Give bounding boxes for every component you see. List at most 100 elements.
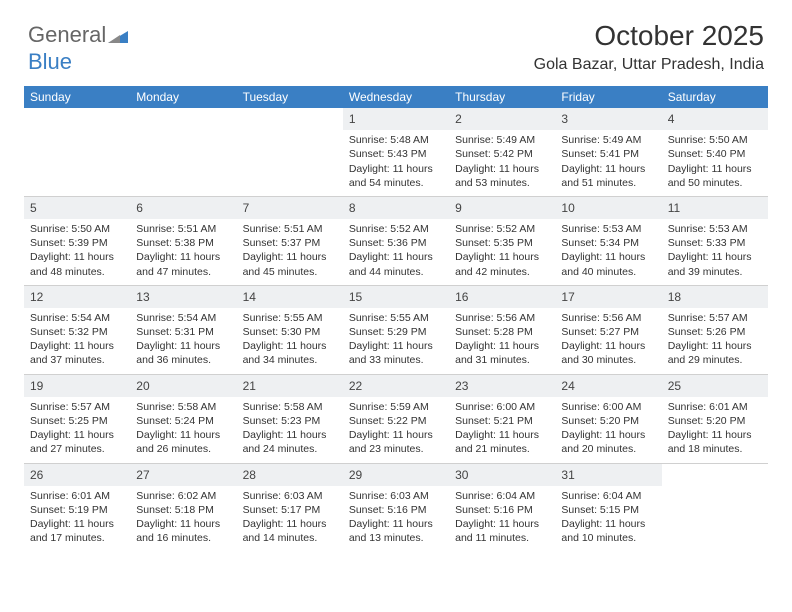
week-row: 1Sunrise: 5:48 AMSunset: 5:43 PMDaylight… <box>24 108 768 197</box>
day-text: Sunrise: 5:58 AMSunset: 5:24 PMDaylight:… <box>130 397 236 463</box>
day-number: 23 <box>449 375 555 397</box>
day-number: 17 <box>555 286 661 308</box>
day-number: 16 <box>449 286 555 308</box>
day-text: Sunrise: 5:51 AMSunset: 5:37 PMDaylight:… <box>237 219 343 285</box>
day-cell: 11Sunrise: 5:53 AMSunset: 5:33 PMDayligh… <box>662 197 768 285</box>
day-cell: 25Sunrise: 6:01 AMSunset: 5:20 PMDayligh… <box>662 375 768 463</box>
day-text: Sunrise: 5:51 AMSunset: 5:38 PMDaylight:… <box>130 219 236 285</box>
day-text: Sunrise: 6:01 AMSunset: 5:20 PMDaylight:… <box>662 397 768 463</box>
day-text: Sunrise: 5:49 AMSunset: 5:42 PMDaylight:… <box>449 130 555 196</box>
day-text: Sunrise: 5:59 AMSunset: 5:22 PMDaylight:… <box>343 397 449 463</box>
day-text: Sunrise: 5:49 AMSunset: 5:41 PMDaylight:… <box>555 130 661 196</box>
day-number: 2 <box>449 108 555 130</box>
day-number: 8 <box>343 197 449 219</box>
day-number: 7 <box>237 197 343 219</box>
day-cell: 18Sunrise: 5:57 AMSunset: 5:26 PMDayligh… <box>662 286 768 374</box>
day-number: 31 <box>555 464 661 486</box>
day-cell: 29Sunrise: 6:03 AMSunset: 5:16 PMDayligh… <box>343 464 449 552</box>
day-cell: 8Sunrise: 5:52 AMSunset: 5:36 PMDaylight… <box>343 197 449 285</box>
day-cell: 10Sunrise: 5:53 AMSunset: 5:34 PMDayligh… <box>555 197 661 285</box>
day-cell: 22Sunrise: 5:59 AMSunset: 5:22 PMDayligh… <box>343 375 449 463</box>
day-header-sat: Saturday <box>662 86 768 108</box>
day-number: 3 <box>555 108 661 130</box>
day-text: Sunrise: 6:03 AMSunset: 5:16 PMDaylight:… <box>343 486 449 552</box>
day-text: Sunrise: 6:04 AMSunset: 5:16 PMDaylight:… <box>449 486 555 552</box>
day-number: 6 <box>130 197 236 219</box>
day-number: 5 <box>24 197 130 219</box>
day-number: 12 <box>24 286 130 308</box>
weeks-container: 1Sunrise: 5:48 AMSunset: 5:43 PMDaylight… <box>24 108 768 551</box>
day-text: Sunrise: 5:54 AMSunset: 5:31 PMDaylight:… <box>130 308 236 374</box>
day-number: 28 <box>237 464 343 486</box>
day-cell: 23Sunrise: 6:00 AMSunset: 5:21 PMDayligh… <box>449 375 555 463</box>
day-cell: 14Sunrise: 5:55 AMSunset: 5:30 PMDayligh… <box>237 286 343 374</box>
day-text: Sunrise: 5:53 AMSunset: 5:34 PMDaylight:… <box>555 219 661 285</box>
day-cell: 3Sunrise: 5:49 AMSunset: 5:41 PMDaylight… <box>555 108 661 196</box>
day-number: 24 <box>555 375 661 397</box>
day-header-sun: Sunday <box>24 86 130 108</box>
day-cell: 9Sunrise: 5:52 AMSunset: 5:35 PMDaylight… <box>449 197 555 285</box>
day-text: Sunrise: 5:53 AMSunset: 5:33 PMDaylight:… <box>662 219 768 285</box>
day-number: 14 <box>237 286 343 308</box>
day-cell: 7Sunrise: 5:51 AMSunset: 5:37 PMDaylight… <box>237 197 343 285</box>
day-header-wed: Wednesday <box>343 86 449 108</box>
day-text: Sunrise: 5:52 AMSunset: 5:36 PMDaylight:… <box>343 219 449 285</box>
day-number: 4 <box>662 108 768 130</box>
day-text: Sunrise: 6:00 AMSunset: 5:21 PMDaylight:… <box>449 397 555 463</box>
week-row: 12Sunrise: 5:54 AMSunset: 5:32 PMDayligh… <box>24 286 768 375</box>
day-text: Sunrise: 5:54 AMSunset: 5:32 PMDaylight:… <box>24 308 130 374</box>
day-number: 21 <box>237 375 343 397</box>
month-title: October 2025 <box>534 20 764 52</box>
day-number <box>24 108 130 114</box>
logo: General Blue <box>28 22 128 75</box>
day-cell: 2Sunrise: 5:49 AMSunset: 5:42 PMDaylight… <box>449 108 555 196</box>
day-cell: 24Sunrise: 6:00 AMSunset: 5:20 PMDayligh… <box>555 375 661 463</box>
day-header-mon: Monday <box>130 86 236 108</box>
day-cell: 31Sunrise: 6:04 AMSunset: 5:15 PMDayligh… <box>555 464 661 552</box>
header-right: October 2025 Gola Bazar, Uttar Pradesh, … <box>534 20 764 74</box>
day-cell: 1Sunrise: 5:48 AMSunset: 5:43 PMDaylight… <box>343 108 449 196</box>
day-cell: 20Sunrise: 5:58 AMSunset: 5:24 PMDayligh… <box>130 375 236 463</box>
day-number: 9 <box>449 197 555 219</box>
day-number <box>130 108 236 114</box>
day-number: 1 <box>343 108 449 130</box>
day-number: 20 <box>130 375 236 397</box>
day-number: 11 <box>662 197 768 219</box>
day-header-row: Sunday Monday Tuesday Wednesday Thursday… <box>24 86 768 108</box>
day-text: Sunrise: 6:04 AMSunset: 5:15 PMDaylight:… <box>555 486 661 552</box>
day-cell: 28Sunrise: 6:03 AMSunset: 5:17 PMDayligh… <box>237 464 343 552</box>
day-text: Sunrise: 5:58 AMSunset: 5:23 PMDaylight:… <box>237 397 343 463</box>
location: Gola Bazar, Uttar Pradesh, India <box>534 56 764 74</box>
day-text: Sunrise: 6:02 AMSunset: 5:18 PMDaylight:… <box>130 486 236 552</box>
day-cell: 21Sunrise: 5:58 AMSunset: 5:23 PMDayligh… <box>237 375 343 463</box>
day-cell <box>662 464 768 552</box>
week-row: 5Sunrise: 5:50 AMSunset: 5:39 PMDaylight… <box>24 197 768 286</box>
day-cell: 16Sunrise: 5:56 AMSunset: 5:28 PMDayligh… <box>449 286 555 374</box>
day-number: 26 <box>24 464 130 486</box>
day-number: 29 <box>343 464 449 486</box>
day-number: 15 <box>343 286 449 308</box>
day-cell: 30Sunrise: 6:04 AMSunset: 5:16 PMDayligh… <box>449 464 555 552</box>
day-header-fri: Friday <box>555 86 661 108</box>
day-number: 22 <box>343 375 449 397</box>
day-text: Sunrise: 5:50 AMSunset: 5:39 PMDaylight:… <box>24 219 130 285</box>
day-text: Sunrise: 5:52 AMSunset: 5:35 PMDaylight:… <box>449 219 555 285</box>
day-text: Sunrise: 5:55 AMSunset: 5:30 PMDaylight:… <box>237 308 343 374</box>
day-text: Sunrise: 5:55 AMSunset: 5:29 PMDaylight:… <box>343 308 449 374</box>
logo-text-general: General <box>28 22 106 47</box>
day-text: Sunrise: 6:01 AMSunset: 5:19 PMDaylight:… <box>24 486 130 552</box>
day-cell <box>130 108 236 196</box>
day-cell: 17Sunrise: 5:56 AMSunset: 5:27 PMDayligh… <box>555 286 661 374</box>
day-cell: 6Sunrise: 5:51 AMSunset: 5:38 PMDaylight… <box>130 197 236 285</box>
day-cell: 12Sunrise: 5:54 AMSunset: 5:32 PMDayligh… <box>24 286 130 374</box>
day-cell: 4Sunrise: 5:50 AMSunset: 5:40 PMDaylight… <box>662 108 768 196</box>
week-row: 26Sunrise: 6:01 AMSunset: 5:19 PMDayligh… <box>24 464 768 552</box>
day-text: Sunrise: 5:57 AMSunset: 5:26 PMDaylight:… <box>662 308 768 374</box>
day-number: 10 <box>555 197 661 219</box>
day-number: 30 <box>449 464 555 486</box>
day-text: Sunrise: 5:48 AMSunset: 5:43 PMDaylight:… <box>343 130 449 196</box>
day-header-thu: Thursday <box>449 86 555 108</box>
day-number <box>237 108 343 114</box>
logo-text-blue: Blue <box>28 49 72 74</box>
day-cell: 15Sunrise: 5:55 AMSunset: 5:29 PMDayligh… <box>343 286 449 374</box>
